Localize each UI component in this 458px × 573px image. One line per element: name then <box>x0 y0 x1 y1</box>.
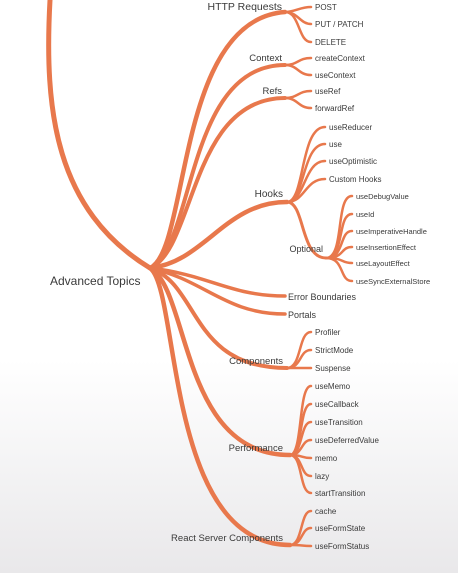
leaf-label: startTransition <box>315 489 365 498</box>
branch-performance-line <box>147 265 293 458</box>
leaf-line <box>283 63 313 77</box>
leaf-label: useFormStatus <box>315 542 369 551</box>
node-performance: Performance <box>229 443 283 454</box>
leaf-line <box>288 453 313 495</box>
node-http-requests: HTTP Requests <box>208 1 283 13</box>
leaf-label: useDebugValue <box>356 192 409 201</box>
node-optional: Optional <box>289 244 323 254</box>
node-react-server-components: React Server Components <box>171 533 283 544</box>
leaf-line <box>283 96 313 110</box>
node-error-boundaries: Error Boundaries <box>288 292 357 302</box>
leaf-label: POST <box>315 3 337 12</box>
leaf-label: useImperativeHandle <box>356 227 427 236</box>
node-refs: Refs <box>262 86 282 97</box>
leaf-label: useRef <box>315 87 341 96</box>
branch-hooks-line <box>147 199 290 271</box>
node-hooks: Hooks <box>255 189 283 200</box>
branch-lines <box>46 0 354 548</box>
node-components: Components <box>229 356 283 367</box>
root-stem-line <box>46 0 153 271</box>
node-context: Context <box>249 53 282 64</box>
branch-rsc-line <box>147 265 293 548</box>
branch-optional-line <box>285 200 328 260</box>
leaf-label: useMemo <box>315 382 351 391</box>
leaf-label: Suspense <box>315 364 351 373</box>
leaf-line <box>283 89 313 100</box>
leaf-label: useCallback <box>315 400 360 409</box>
leaf-label: memo <box>315 454 338 463</box>
leaf-label: useInsertionEffect <box>356 243 417 252</box>
leaf-line <box>324 256 354 283</box>
leaf-line <box>285 177 327 204</box>
leaf-label: useDeferredValue <box>315 436 379 445</box>
leaf-label: useFormState <box>315 524 366 533</box>
root-node-label: Advanced Topics <box>50 274 141 288</box>
leaf-label: useReducer <box>329 123 372 132</box>
leaf-label: createContext <box>315 54 366 63</box>
leaf-label: Profiler <box>315 328 341 337</box>
leaf-line <box>288 543 313 548</box>
leaf-label: DELETE <box>315 38 346 47</box>
node-portals: Portals <box>288 310 317 320</box>
branch-refs-line <box>148 96 287 270</box>
leaf-label: PUT / PATCH <box>315 20 364 29</box>
leaf-label: forwardRef <box>315 104 355 113</box>
branch-http-line <box>147 9 288 271</box>
leaf-label: Custom Hooks <box>329 175 381 184</box>
node-labels: Advanced Topics HTTP Requests Context Re… <box>50 1 430 551</box>
branch-components-line <box>148 266 289 370</box>
leaf-label: use <box>329 140 342 149</box>
leaf-label: StrictMode <box>315 346 354 355</box>
leaf-label: lazy <box>315 472 329 481</box>
leaf-line <box>283 10 313 44</box>
leaf-line <box>283 56 313 67</box>
leaf-label: useTransition <box>315 418 363 427</box>
leaf-label: useId <box>356 210 374 219</box>
leaf-label: cache <box>315 507 337 516</box>
branch-error-boundaries-line <box>148 266 287 298</box>
branch-portals-line <box>148 266 287 316</box>
leaf-label: useLayoutEffect <box>356 259 411 268</box>
leaf-label: useOptimistic <box>329 157 377 166</box>
leaf-label: useContext <box>315 71 356 80</box>
leaf-label: useSyncExternalStore <box>356 277 430 286</box>
